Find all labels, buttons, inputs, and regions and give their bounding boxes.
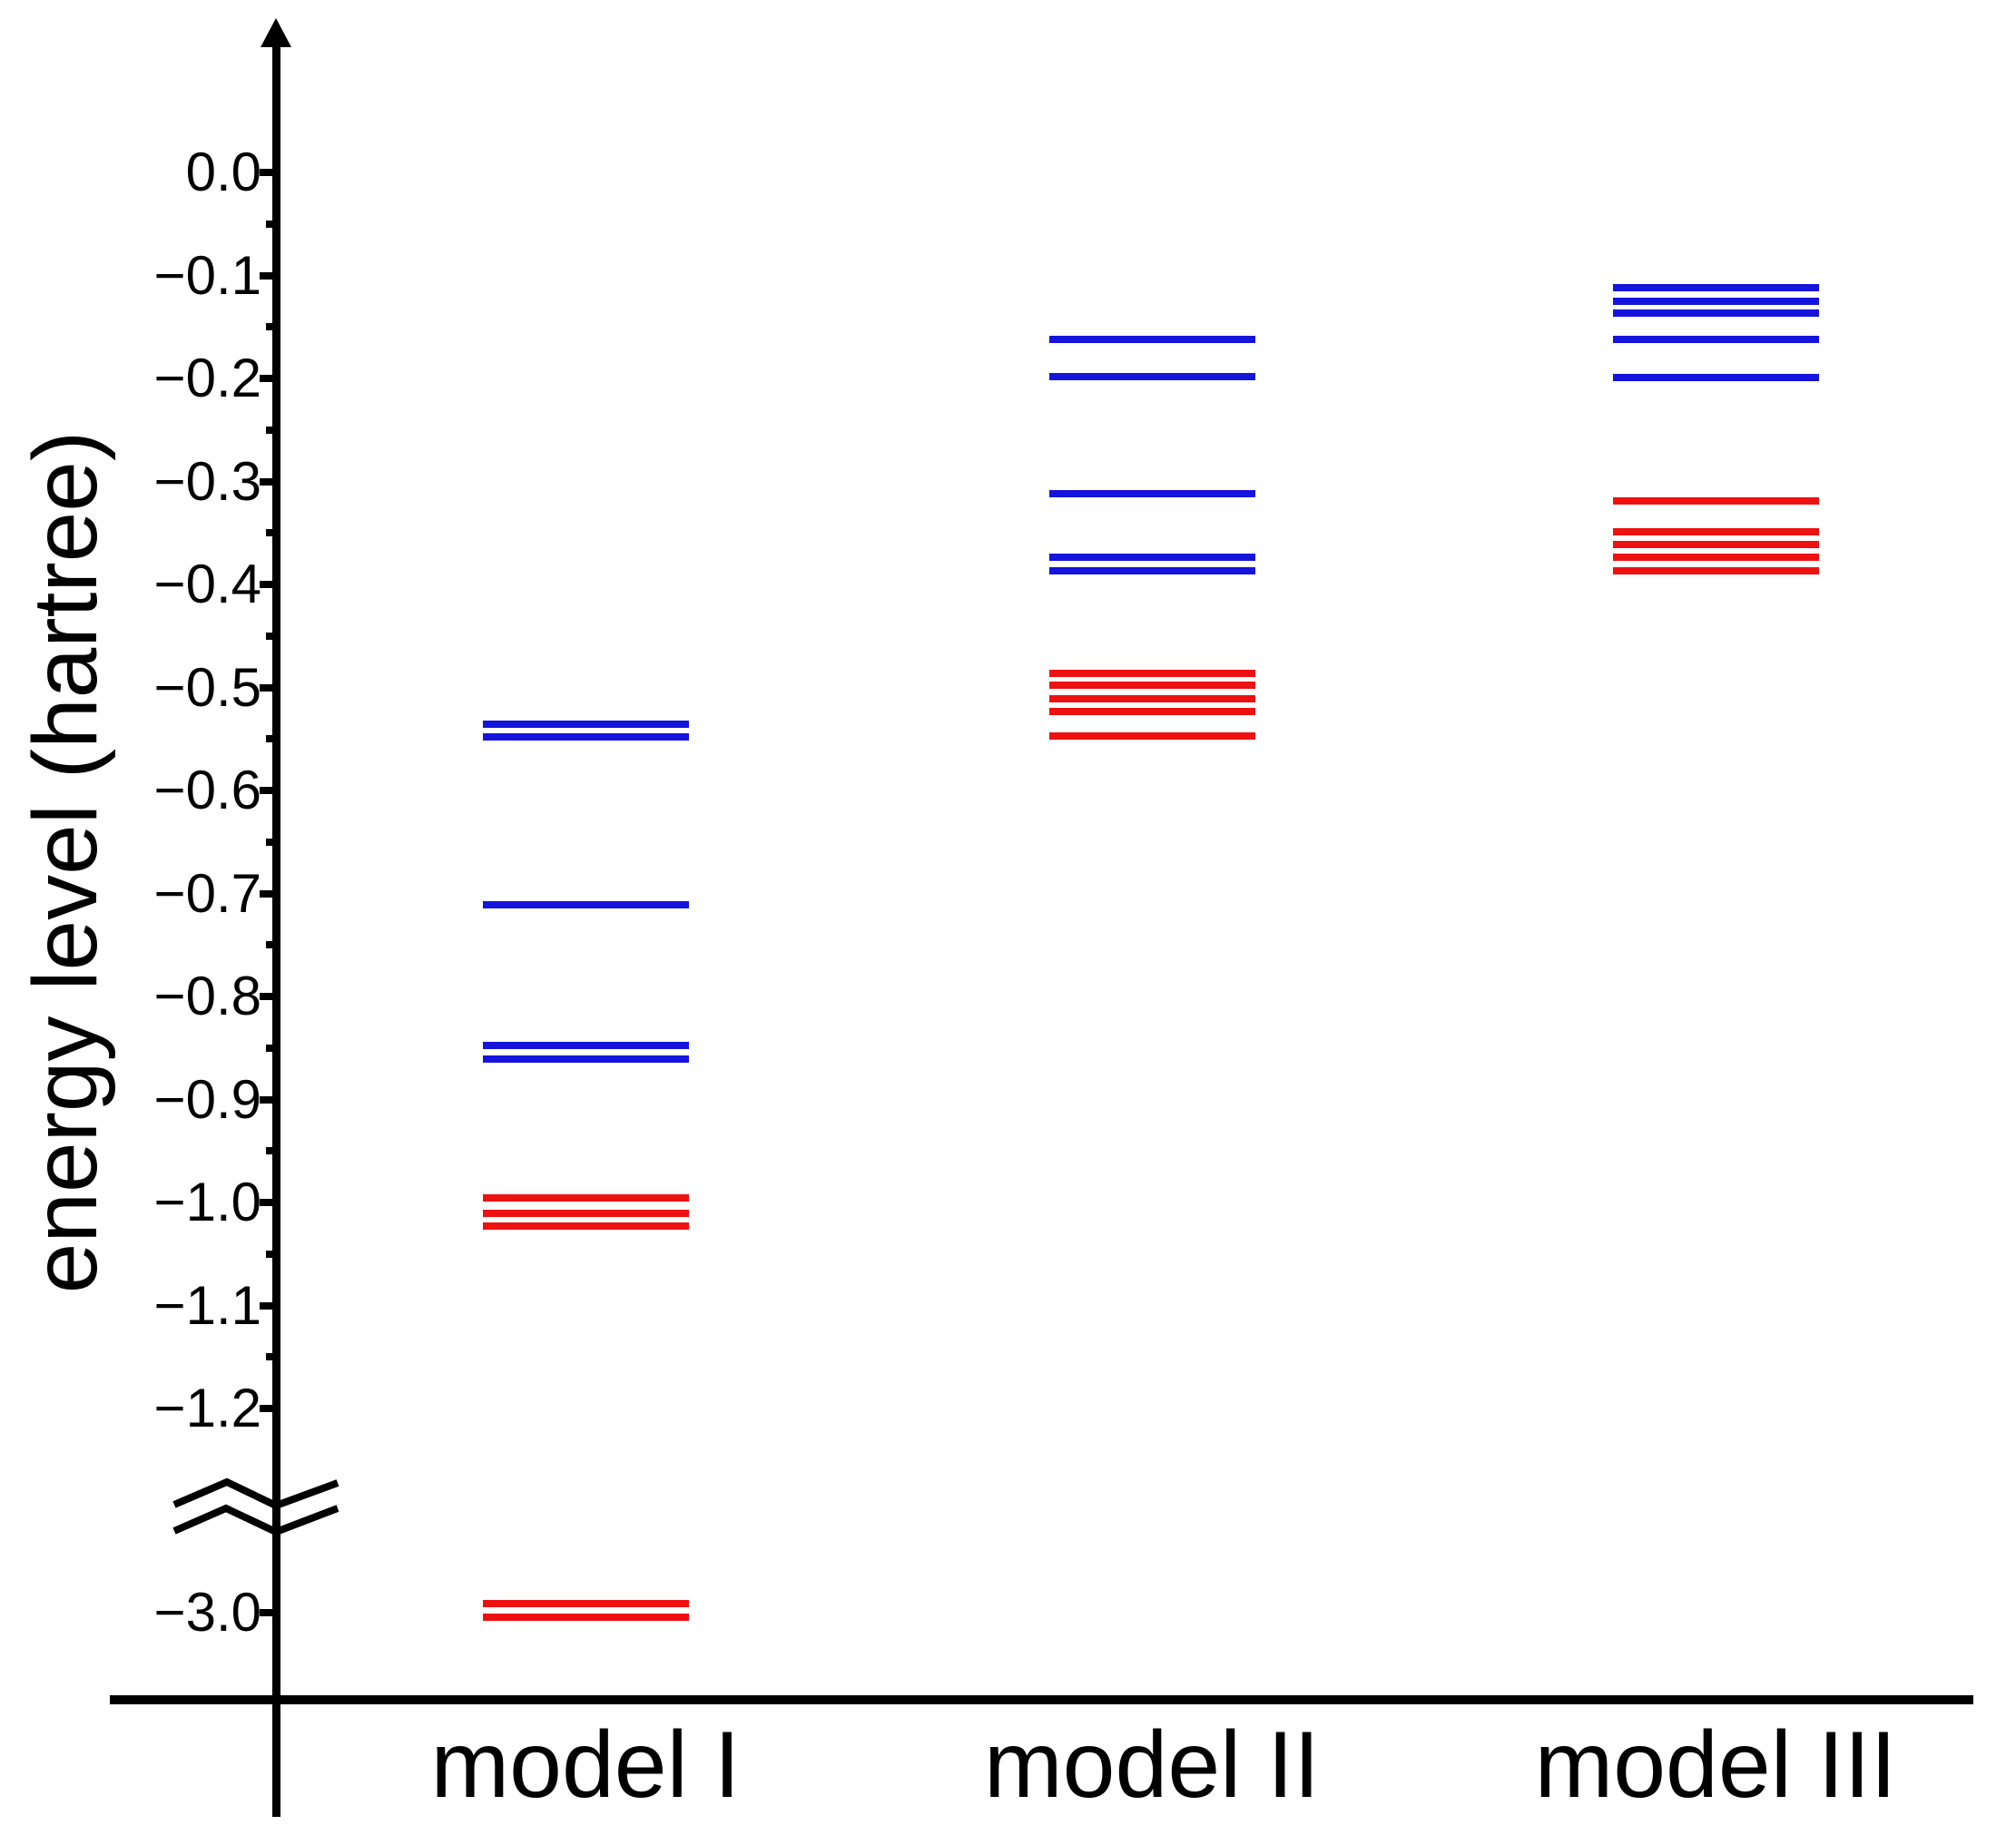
energy-level-line — [1048, 372, 1255, 380]
y-tick-label: −1.1 — [153, 1274, 261, 1336]
energy-level-line — [1612, 297, 1819, 305]
y-tick-label: 0.0 — [185, 142, 261, 202]
energy-level-line — [1612, 284, 1819, 292]
x-category-label: model III — [1534, 1713, 1897, 1818]
energy-level-line — [482, 732, 689, 741]
y-axis-major-tick — [260, 787, 276, 794]
y-axis-minor-tick — [266, 220, 276, 228]
energy-level-line — [1048, 694, 1255, 702]
x-axis-line — [110, 1695, 1973, 1704]
y-axis-line — [272, 40, 280, 1817]
y-tick-label: −0.9 — [153, 1068, 261, 1130]
y-tick-label: −3.0 — [153, 1582, 261, 1643]
energy-level-line — [482, 1613, 689, 1621]
y-tick-label: −0.3 — [153, 450, 261, 512]
x-category-label: model II — [984, 1713, 1320, 1818]
y-axis-major-tick — [260, 169, 276, 176]
y-axis-major-tick — [260, 1301, 276, 1310]
energy-level-line — [1612, 528, 1819, 536]
y-axis-major-tick — [260, 993, 276, 1000]
y-axis-minor-tick — [266, 323, 276, 331]
energy-level-line — [1612, 309, 1819, 318]
energy-level-line — [1048, 490, 1255, 498]
y-axis-major-tick — [260, 581, 276, 588]
energy-level-line — [482, 1599, 689, 1607]
energy-level-line — [1612, 567, 1819, 575]
energy-level-line — [1612, 540, 1819, 548]
y-axis-minor-tick — [266, 838, 276, 846]
y-axis-major-tick — [260, 683, 276, 692]
energy-level-line — [1048, 335, 1255, 343]
y-axis-minor-tick — [266, 632, 276, 640]
energy-level-line — [1048, 554, 1255, 562]
y-tick-label: −0.4 — [153, 554, 261, 614]
y-axis-major-tick — [260, 1199, 276, 1206]
y-axis-major-tick — [260, 889, 276, 898]
energy-level-line — [1048, 669, 1255, 677]
x-category-label: model I — [430, 1713, 741, 1818]
energy-level-line — [1048, 707, 1255, 715]
y-tick-label: −1.2 — [153, 1378, 261, 1438]
energy-level-line — [1612, 554, 1819, 562]
y-axis-major-tick — [260, 1609, 276, 1616]
y-tick-label: −0.7 — [153, 862, 261, 924]
y-axis-break-marker — [172, 1477, 339, 1536]
energy-level-line — [1612, 497, 1819, 505]
energy-level-line — [482, 721, 689, 729]
energy-level-line — [1612, 335, 1819, 343]
y-axis-major-tick — [260, 271, 276, 280]
energy-level-line — [1048, 682, 1255, 690]
energy-level-line — [482, 1055, 689, 1064]
y-axis-minor-tick — [266, 735, 276, 743]
energy-level-line — [482, 1042, 689, 1050]
y-axis-minor-tick — [266, 529, 276, 537]
y-axis-major-tick — [260, 1405, 276, 1412]
energy-level-line — [482, 900, 689, 908]
energy-level-line — [482, 1210, 689, 1218]
y-axis-minor-tick — [266, 426, 276, 434]
y-axis-minor-tick — [266, 1147, 276, 1155]
energy-level-line — [482, 1222, 689, 1231]
y-axis-minor-tick — [266, 1353, 276, 1361]
y-axis-minor-tick — [266, 1044, 276, 1052]
y-tick-label: −0.1 — [153, 244, 261, 306]
y-tick-label: −1.0 — [153, 1172, 261, 1232]
y-axis-minor-tick — [266, 1250, 276, 1258]
energy-level-line — [1612, 373, 1819, 381]
energy-level-line — [1048, 731, 1255, 740]
energy-level-line — [1048, 567, 1255, 575]
y-axis-major-tick — [260, 375, 276, 382]
y-tick-label: −0.8 — [153, 966, 261, 1026]
y-axis-major-tick — [260, 1095, 276, 1104]
energy-level-line — [482, 1194, 689, 1202]
y-axis-major-tick — [260, 477, 276, 486]
y-tick-label: −0.2 — [153, 348, 261, 408]
y-tick-label: −0.6 — [153, 760, 261, 820]
y-tick-label: −0.5 — [153, 656, 261, 718]
y-axis-minor-tick — [266, 941, 276, 949]
